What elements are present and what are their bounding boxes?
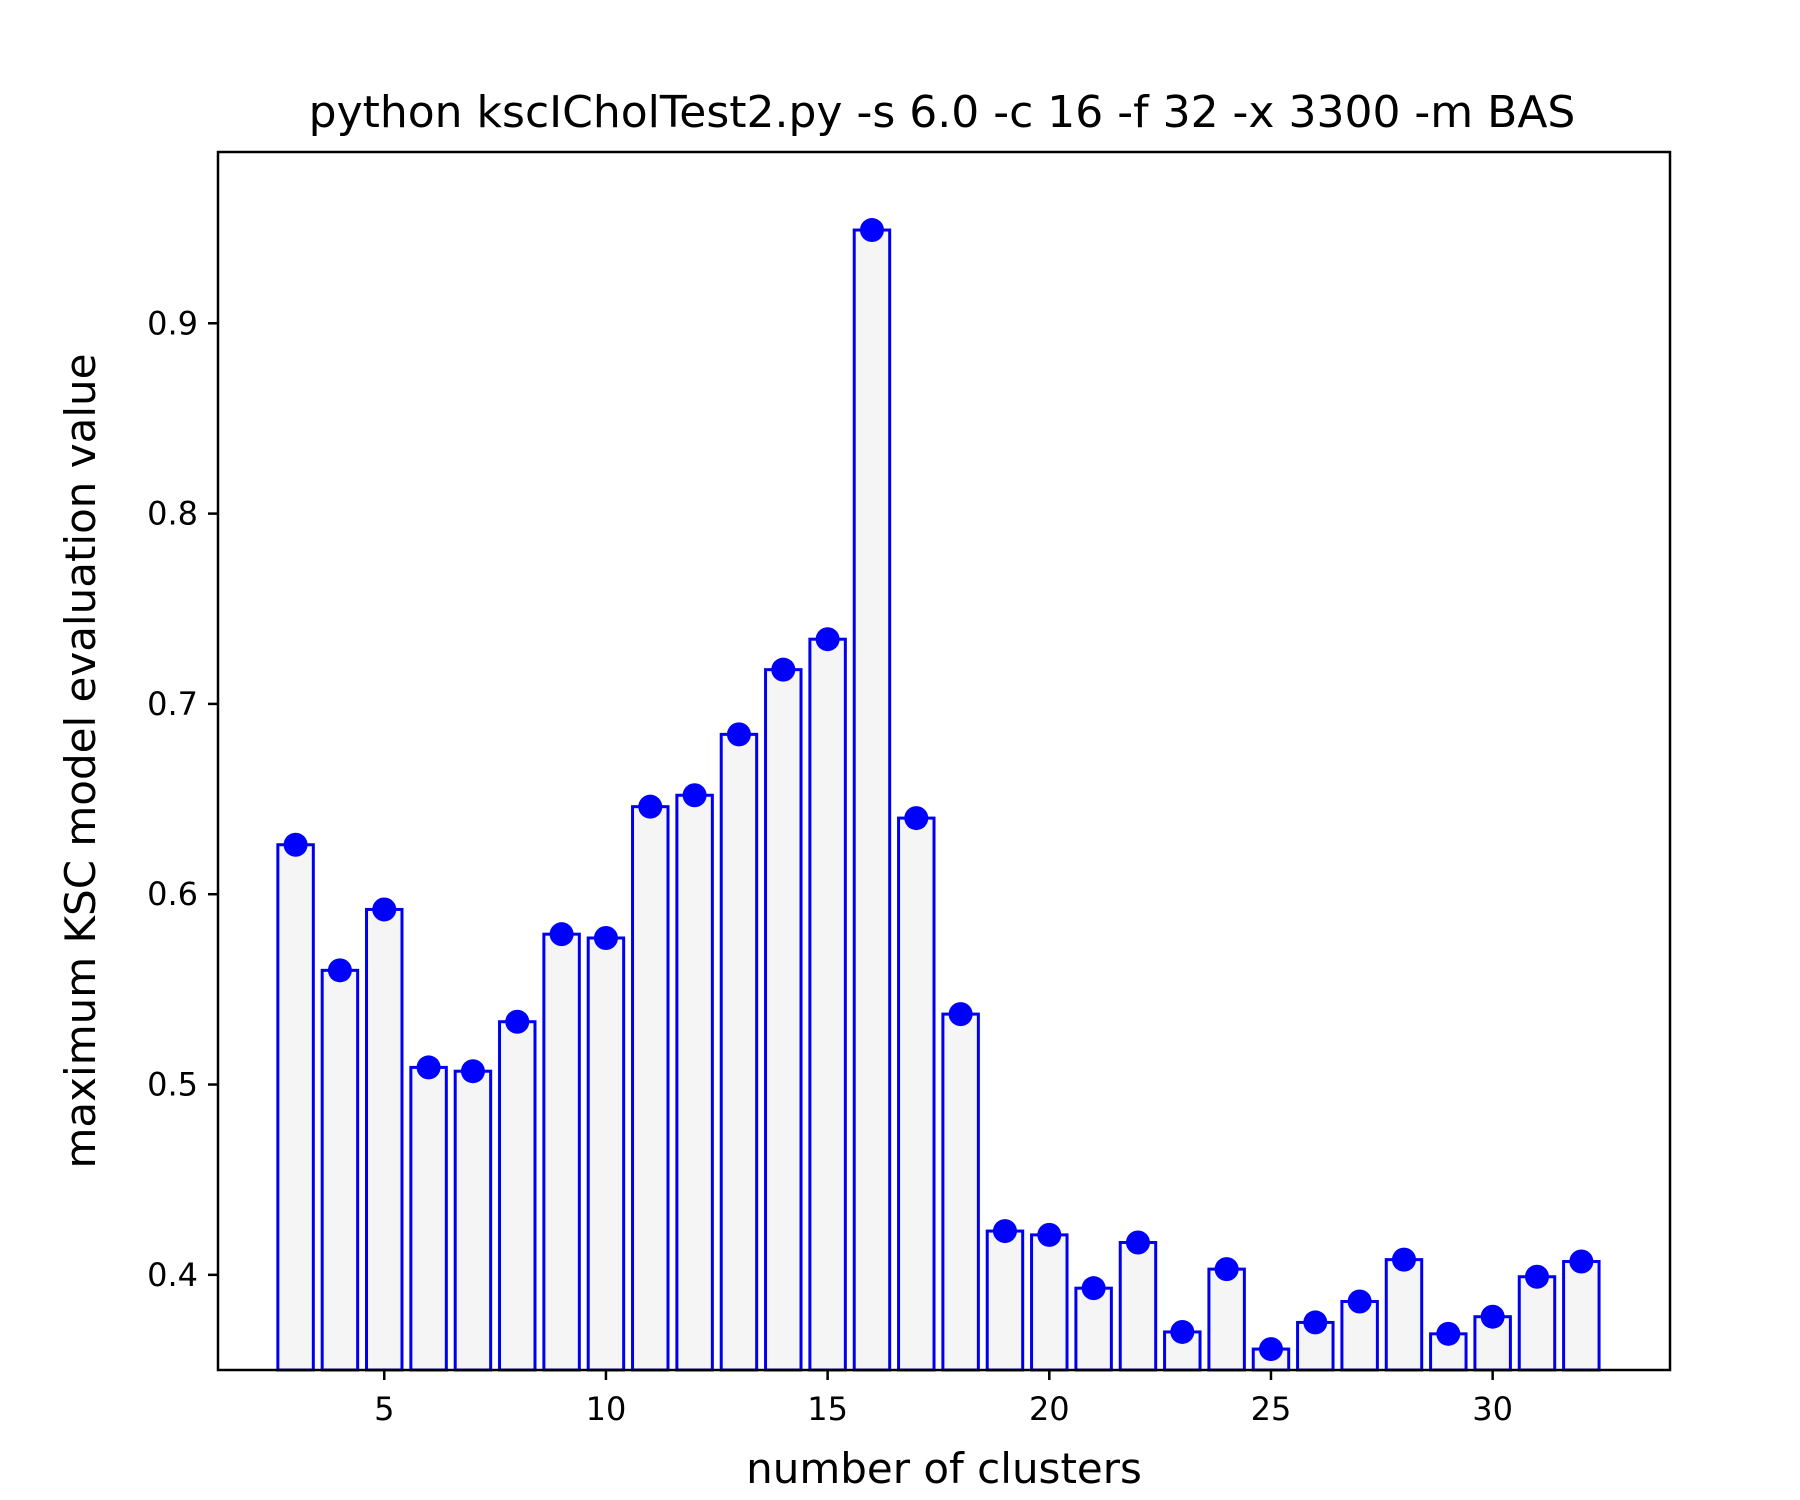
bar-32 [1562, 1260, 1601, 1372]
marker-28 [1391, 1247, 1416, 1272]
y-tick-label-0.4: 0.4 [147, 1256, 198, 1294]
x-tick-label-20: 20 [1029, 1390, 1070, 1428]
marker-11 [638, 794, 663, 819]
bar-9 [542, 932, 581, 1372]
bar-12 [675, 793, 714, 1372]
bar-18 [941, 1012, 980, 1372]
marker-25 [1258, 1337, 1283, 1362]
marker-29 [1436, 1321, 1461, 1346]
marker-27 [1347, 1289, 1372, 1314]
marker-17 [904, 806, 929, 831]
markers-group [283, 218, 1594, 1362]
bar-16 [852, 228, 892, 1372]
bar-7 [453, 1069, 493, 1372]
x-tick-label-30: 30 [1472, 1390, 1513, 1428]
marker-5 [372, 897, 397, 922]
chart-title: python kscICholTest2.py -s 6.0 -c 16 -f … [309, 87, 1576, 138]
y-tick-label-0.5: 0.5 [147, 1066, 198, 1104]
marker-12 [682, 783, 707, 808]
marker-6 [416, 1055, 441, 1080]
bar-13 [719, 732, 759, 1372]
y-tick-label-0.9: 0.9 [147, 304, 198, 342]
y-tick-label-0.8: 0.8 [147, 495, 198, 533]
x-axis: 5 10 15 20 25 30 [374, 1370, 1513, 1428]
marker-22 [1125, 1230, 1150, 1255]
bar-21 [1074, 1286, 1113, 1372]
bar-8 [498, 1020, 537, 1372]
x-tick-label-10: 10 [586, 1390, 627, 1428]
marker-19 [992, 1219, 1017, 1244]
marker-32 [1569, 1249, 1594, 1274]
bar-11 [631, 805, 670, 1372]
y-tick-label-0.6: 0.6 [147, 875, 198, 913]
marker-31 [1524, 1264, 1549, 1289]
marker-23 [1170, 1319, 1195, 1344]
marker-18 [948, 1002, 973, 1027]
x-tick-label-25: 25 [1251, 1390, 1292, 1428]
y-axis: 0.4 0.5 0.6 0.7 0.8 0.9 [147, 304, 218, 1294]
marker-16 [859, 218, 884, 243]
bar-6 [409, 1065, 448, 1372]
marker-8 [505, 1009, 530, 1034]
bar-15 [808, 637, 847, 1372]
x-tick-label-5: 5 [374, 1390, 394, 1428]
bar-3 [276, 843, 315, 1372]
marker-30 [1480, 1304, 1505, 1329]
marker-14 [771, 657, 796, 682]
bar-5 [365, 907, 404, 1372]
marker-4 [327, 958, 352, 983]
bar-4 [320, 968, 360, 1372]
bar-14 [764, 668, 803, 1372]
bar-31 [1517, 1275, 1557, 1372]
bar-20 [1030, 1233, 1069, 1372]
bar-19 [985, 1229, 1025, 1372]
bar-17 [897, 816, 936, 1372]
marker-7 [460, 1059, 485, 1084]
marker-15 [815, 627, 840, 652]
x-axis-label: number of clusters [746, 1444, 1142, 1493]
marker-10 [593, 925, 618, 950]
marker-9 [549, 922, 574, 947]
marker-20 [1037, 1222, 1062, 1247]
marker-3 [283, 832, 308, 857]
marker-13 [726, 722, 751, 747]
y-tick-label-0.7: 0.7 [147, 685, 198, 723]
marker-24 [1214, 1257, 1239, 1282]
marker-26 [1303, 1310, 1328, 1335]
bars-group [276, 228, 1601, 1372]
plot-frame [216, 150, 1672, 1372]
bar-28 [1384, 1258, 1424, 1372]
bar-22 [1118, 1240, 1158, 1372]
x-tick-label-15: 15 [807, 1390, 848, 1428]
y-axis-label: maximum KSC model evaluation value [56, 354, 105, 1169]
bar-24 [1207, 1267, 1246, 1372]
marker-21 [1081, 1276, 1106, 1301]
bar-10 [586, 936, 626, 1372]
